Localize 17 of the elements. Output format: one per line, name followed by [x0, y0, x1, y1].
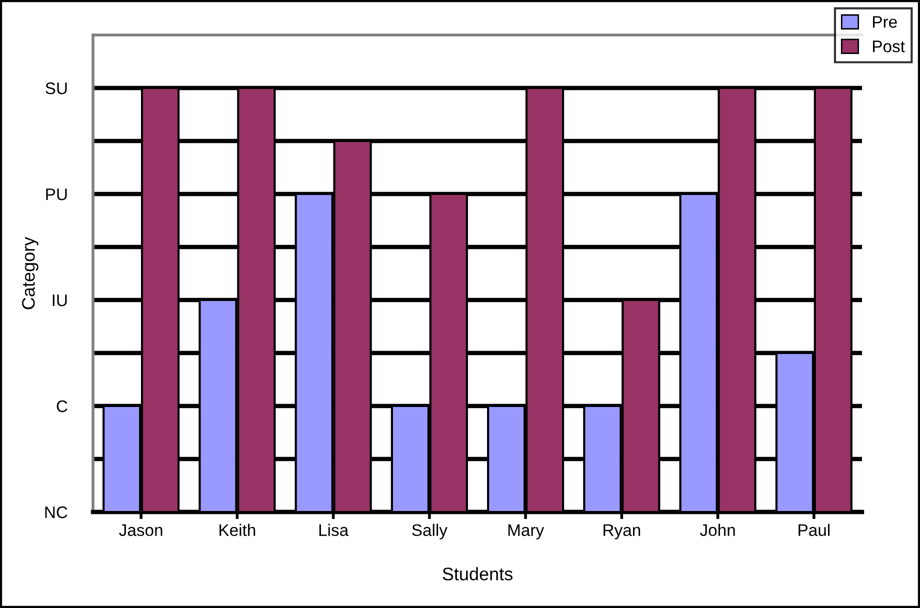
x-tick-label: Paul	[798, 524, 830, 536]
x-tick-label: Ryan	[604, 524, 640, 540]
x-tick-label: Lisa	[319, 524, 349, 536]
x-tick-label: Mary	[508, 524, 544, 540]
x-tick-label: Jason	[119, 524, 162, 536]
text: NC	[45, 506, 68, 518]
legend-label: Post	[873, 40, 905, 52]
x-axis-title: Students	[442, 567, 512, 580]
y-axis-title: Category	[22, 236, 38, 310]
text: C	[56, 400, 68, 412]
text: PU	[46, 188, 67, 200]
text: SU	[46, 82, 67, 94]
legend-label: Pre	[873, 16, 897, 28]
text: IU	[52, 294, 67, 306]
x-tick-label: Keith	[220, 524, 256, 536]
x-tick-label: John	[700, 524, 735, 536]
x-tick-label: Sally	[412, 524, 448, 540]
